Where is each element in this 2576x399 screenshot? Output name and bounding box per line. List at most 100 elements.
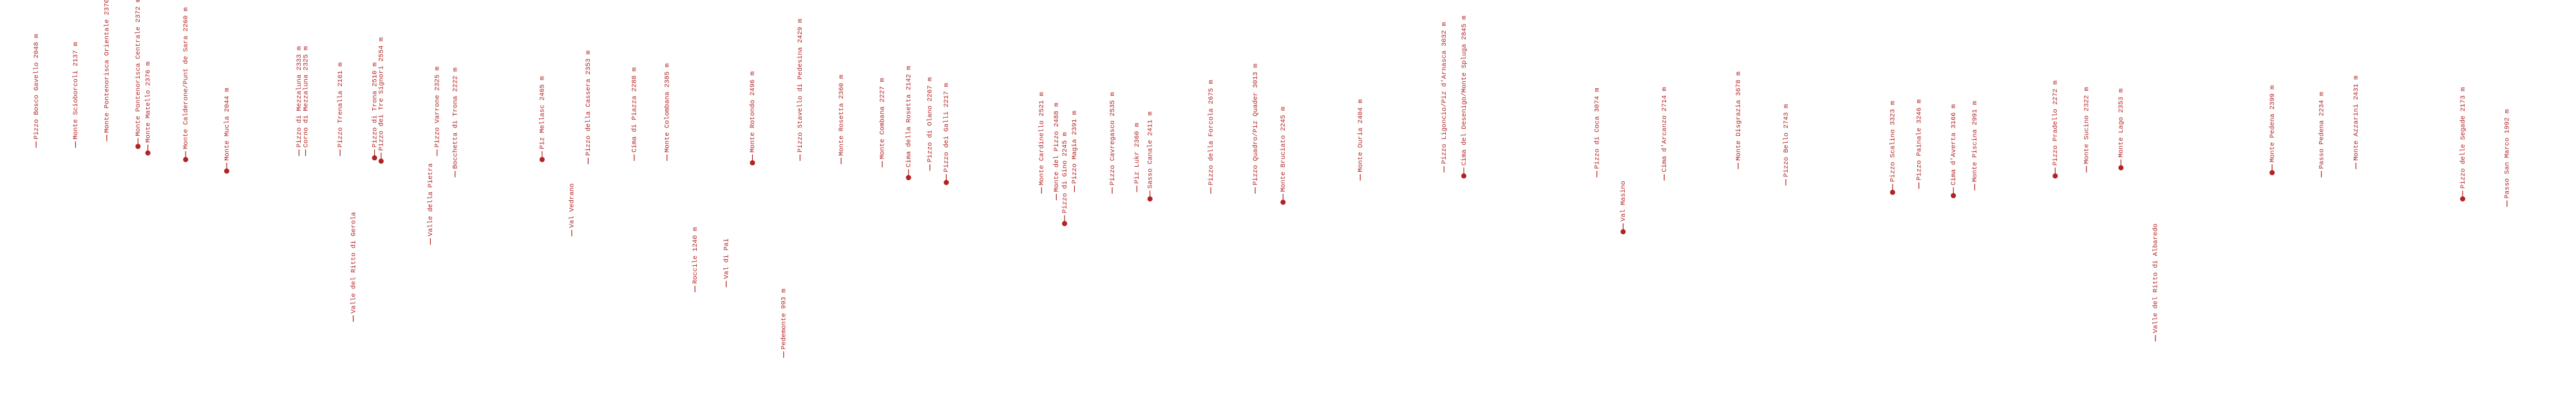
peak-label: Pizzo Varrone 2325 m	[433, 66, 441, 147]
peak-label-group: Passo Pedena 2234 m	[2318, 92, 2325, 178]
peak-label: Pizzo dei Tre Signori 2554 m	[378, 37, 386, 151]
peak-label-group: Pizzo Bosco Gavello 2048 m	[33, 34, 41, 148]
peak-label-group: Monte Matello 2376 m	[144, 62, 152, 151]
peak-label: Pizzo Ligoncio/Piz d'Arnasca 3032 m	[1441, 22, 1448, 164]
peak-label-group: Sasso Canale 2411 m	[1146, 111, 1154, 198]
peak-label-group: Pizzo di Coca 3074 m	[1593, 88, 1601, 178]
peak-label: Sasso Canale 2411 m	[1146, 111, 1154, 189]
peak-label-group: Monte Scioborcoli 2137 m	[72, 42, 80, 148]
peak-label: Passo Pedena 2234 m	[2318, 92, 2325, 169]
peak-dot	[135, 144, 141, 149]
peak-label-group: Pizzo Bello 2743 m	[1783, 104, 1790, 186]
peak-label: Pizzo Bello 2743 m	[1783, 104, 1790, 177]
peak-label: Pizzo di Trona 2510 m	[371, 62, 379, 147]
peak-dot	[378, 158, 384, 164]
peak-label-group: Cima di Piazza 2288 m	[630, 68, 638, 161]
peak-label: Pizzo Stavello di Pedesina 2429 m	[797, 19, 804, 153]
peak-dot	[1461, 173, 1466, 179]
peak-label: Pizzo Magia 2391 m	[1071, 111, 1079, 183]
peak-label: Pizzo di Coca 3074 m	[1593, 88, 1601, 169]
peak-label-group: Monte Pontenorisca Centrale 2372 m	[135, 0, 142, 145]
peak-label: Corno di Mezzaluna 2325 m	[302, 46, 310, 148]
peak-label: Monte Pontenorisca Centrale 2372 m	[135, 0, 142, 136]
peak-label-group: Pizzo Scalino 3323 m	[1889, 101, 1897, 190]
peak-label: Pizzo Scalino 3323 m	[1889, 101, 1897, 182]
peak-label: Valle della Pietra	[427, 163, 435, 236]
peak-label: Roccile 1240 m	[692, 227, 699, 284]
peak-label-group: Monte Rosetta 2360 m	[838, 75, 846, 165]
peak-label: Pizzo Painale 3246 m	[1915, 99, 1923, 180]
peak-label-group: Monte Azzarini 2431 m	[2353, 75, 2360, 169]
peak-label: Monte Lago 2353 m	[2117, 89, 2125, 158]
peak-label: Pizzo delle Segade 2173 m	[2459, 88, 2467, 189]
peak-dot	[1951, 193, 1956, 198]
peak-label: Monte Duria 2404 m	[1357, 99, 1365, 172]
peak-label-group: Cima della Rosetta 2142 m	[905, 66, 913, 176]
peak-label: Monte Pontenorisca Orientale 2370 m	[104, 0, 111, 133]
peak-label-group: Pedemonte 993 m	[781, 289, 788, 358]
peak-dot	[1280, 200, 1286, 205]
peak-label-group: Monte Pedena 2399 m	[2269, 86, 2277, 171]
peak-label-group: Cima d'Averta 3166 m	[1950, 104, 1958, 194]
peak-label-group: Monte Lago 2353 m	[2117, 89, 2125, 166]
peak-label-group: Cima del Desenigo/Monte Spluga 2845 m	[1461, 15, 1468, 174]
peak-label-group: Piz Mellasc 2465 m	[539, 76, 547, 158]
peak-label-group: Pizzo dei Galli 2217 m	[943, 83, 951, 181]
peak-label: Pizzo Bosco Gavello 2048 m	[33, 34, 41, 140]
peak-label: Val di Pai	[723, 238, 730, 279]
peak-label: Monte Piscina 2991 m	[1971, 101, 1979, 182]
peak-dot	[183, 156, 189, 162]
peak-label-group: Roccile 1240 m	[692, 227, 699, 293]
peak-label-group: Pizzo di Olano 2267 m	[927, 77, 934, 171]
peak-label-group: Pizzo della Cassera 2353 m	[585, 50, 592, 165]
peak-label-group: Monte Mucla 2044 m	[223, 88, 231, 169]
peak-label-group: Val Masino	[1620, 181, 1627, 230]
peak-label: Pizzo della Cassera 2353 m	[585, 50, 592, 156]
peak-dot	[1620, 229, 1626, 235]
peak-label-group: Monte Calderone/Punt de Sara 2260 m	[182, 7, 190, 158]
peak-label-group: Monte Piscina 2991 m	[1971, 101, 1979, 190]
peak-label-group: Valle della Pietra	[427, 163, 435, 245]
peak-label-group: Pizzo Quadro/Piz Quader 3013 m	[1252, 64, 1260, 194]
peak-label: Valle del Ritto di Gerola	[350, 212, 357, 313]
peak-label-group: Pizzo di Gino 2245 m	[1061, 132, 1069, 222]
peak-dot	[145, 150, 151, 156]
peak-label-group: Corno di Mezzaluna 2325 m	[302, 46, 310, 156]
peak-dot	[750, 160, 755, 165]
peak-label: Pizzo Quadro/Piz Quader 3013 m	[1252, 64, 1260, 185]
peak-dot	[2460, 196, 2465, 202]
peak-label: Cima del Desenigo/Monte Spluga 2845 m	[1461, 15, 1468, 165]
peak-label: Monte Colombana 2385 m	[663, 63, 671, 153]
peak-label-group: Monte Sucino 2322 m	[2083, 87, 2091, 172]
peak-label: Cima d'Arcanzo 2714 m	[1661, 87, 1669, 172]
peak-label-group: Monte del Pizzo 2488 m	[1053, 103, 1061, 201]
peak-label-group: Val Vedrano	[569, 183, 576, 237]
peak-label: Monte Cardinello 2521 m	[1038, 92, 1046, 185]
peak-label-group: Valle del Ritto di Albaredo	[2152, 223, 2160, 342]
peak-dot	[2269, 170, 2275, 176]
peak-label-group: Pizzo Magia 2391 m	[1071, 111, 1079, 192]
peak-label-group: Pizzo Pradello 2272 m	[2052, 80, 2060, 174]
peak-label-group: Pizzo Painale 3246 m	[1915, 99, 1923, 189]
peak-label-group: Passo San Marco 1992 m	[2504, 109, 2512, 207]
peak-dot	[2052, 173, 2058, 179]
peak-label: Pizzo Cavregasco 2535 m	[1109, 92, 1117, 185]
peak-label-group: Pizzo delle Segade 2173 m	[2459, 88, 2467, 198]
peak-label: Pizzo dei Galli 2217 m	[943, 83, 951, 172]
peak-label-group: Pizzo della Forcola 2675 m	[1208, 80, 1215, 194]
peak-label: Monte Calderone/Punt de Sara 2260 m	[182, 7, 190, 149]
peak-label: Monte Pedena 2399 m	[2269, 86, 2277, 163]
peak-dot	[224, 168, 229, 174]
peak-label: Monte Rotondo 2496 m	[749, 71, 757, 153]
peak-label: Monte Scioborcoli 2137 m	[72, 42, 80, 139]
peak-label: Monte Azzarini 2431 m	[2353, 75, 2360, 160]
peak-dot	[1062, 221, 1068, 227]
peak-label-group: Pizzo Ligoncio/Piz d'Arnasca 3032 m	[1441, 22, 1448, 172]
peak-label: Valle del Ritto di Albaredo	[2152, 223, 2160, 333]
peak-label: Monte Disgrazia 3678 m	[1735, 71, 1743, 161]
peak-label: Pizzo di Gino 2245 m	[1061, 132, 1069, 213]
peak-dot	[943, 180, 949, 185]
peak-label-group: Bocchetta di Trona 2222 m	[451, 68, 459, 178]
peak-dot	[2118, 165, 2124, 171]
